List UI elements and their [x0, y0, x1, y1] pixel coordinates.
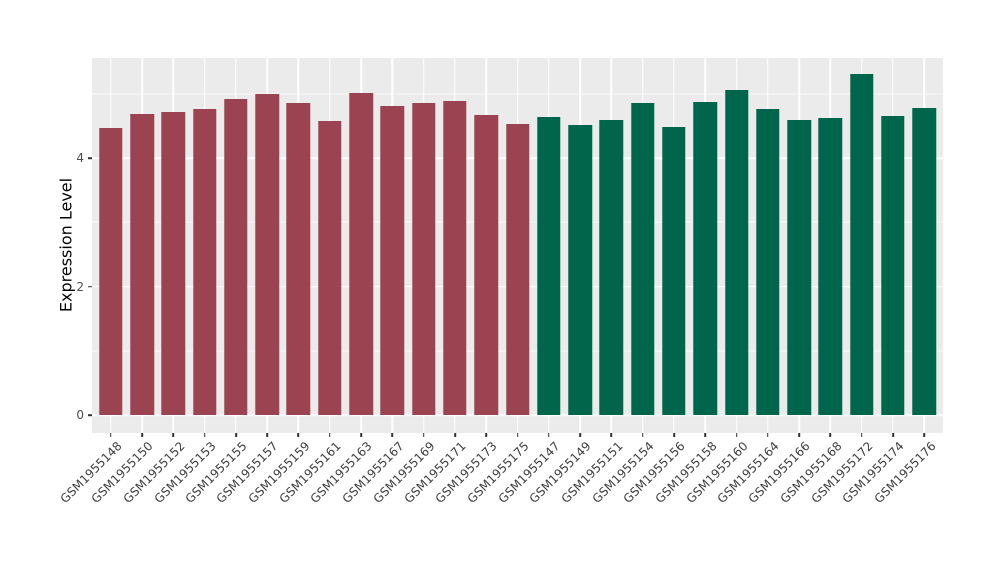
bar — [130, 113, 154, 415]
x-tick — [829, 433, 832, 437]
x-tick — [673, 433, 675, 437]
bar — [380, 105, 405, 415]
x-tick — [892, 433, 894, 437]
x-tick — [860, 433, 863, 437]
x-tick — [516, 433, 519, 437]
bar — [881, 116, 905, 415]
x-tick — [328, 433, 331, 437]
bar — [724, 89, 749, 415]
bar — [849, 73, 874, 415]
y-tick — [88, 157, 92, 159]
y-tick-label: 2 — [76, 279, 84, 294]
bar — [443, 100, 467, 415]
bar — [192, 108, 217, 415]
bar — [599, 120, 624, 415]
bar — [568, 125, 592, 415]
x-tick — [923, 433, 926, 437]
bar — [912, 107, 936, 415]
y-tick — [88, 414, 92, 416]
bar — [537, 116, 561, 415]
bar — [693, 102, 717, 415]
bar — [411, 103, 436, 415]
x-tick — [641, 433, 644, 437]
x-tick — [579, 433, 581, 437]
x-tick — [235, 433, 237, 437]
x-tick — [485, 433, 487, 437]
x-tick — [422, 433, 425, 437]
bar — [474, 114, 498, 415]
chart-panel — [92, 58, 943, 433]
bar — [255, 94, 279, 415]
x-tick — [454, 433, 456, 437]
bar — [318, 120, 342, 415]
bar — [787, 120, 811, 415]
x-tick — [704, 433, 707, 437]
bar — [286, 102, 311, 415]
x-tick — [547, 433, 550, 437]
bar — [505, 123, 530, 415]
x-tick — [360, 433, 362, 437]
x-tick — [203, 433, 206, 437]
x-tick — [391, 433, 394, 437]
bar — [161, 112, 186, 415]
bar — [756, 109, 780, 415]
x-tick — [766, 433, 769, 437]
y-tick-label: 0 — [76, 408, 84, 422]
y-tick — [88, 285, 92, 288]
bar — [99, 127, 123, 415]
bar — [349, 93, 373, 415]
bar — [818, 117, 843, 415]
bar — [662, 127, 686, 415]
x-tick — [610, 433, 613, 437]
x-tick — [109, 433, 112, 437]
x-tick — [735, 433, 738, 437]
x-tick — [141, 433, 143, 437]
y-tick-label: 4 — [76, 151, 84, 165]
x-tick — [172, 433, 175, 437]
x-tick — [798, 433, 800, 437]
x-tick — [297, 433, 300, 437]
bar — [224, 98, 248, 415]
bar — [630, 103, 655, 415]
x-tick — [266, 433, 268, 437]
